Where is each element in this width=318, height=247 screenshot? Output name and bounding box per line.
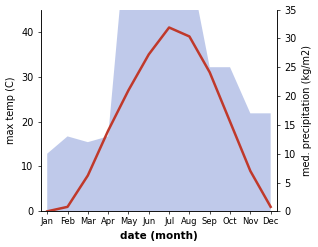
Y-axis label: max temp (C): max temp (C)	[5, 77, 16, 144]
Y-axis label: med. precipitation (kg/m2): med. precipitation (kg/m2)	[302, 45, 313, 176]
X-axis label: date (month): date (month)	[120, 231, 198, 242]
